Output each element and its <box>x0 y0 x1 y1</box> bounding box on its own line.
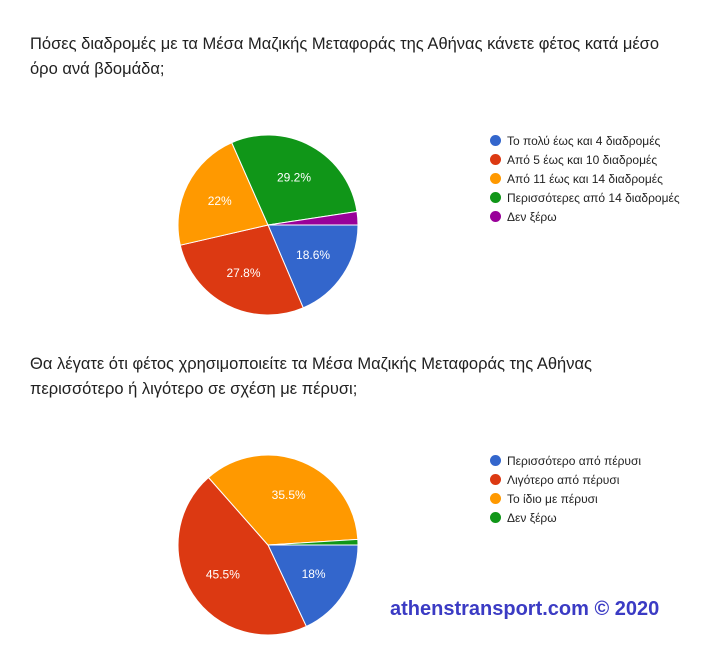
slice-data-label: 22% <box>208 194 232 208</box>
legend-label: Δεν ξέρω <box>507 209 557 224</box>
legend-2: Περισσότερο από πέρυσι Λιγότερο από πέρυσ… <box>490 451 641 527</box>
pie-slice <box>267 210 359 226</box>
legend-swatch <box>490 173 501 184</box>
pie-slice <box>177 141 269 246</box>
legend-swatch <box>490 135 501 146</box>
legend-item: Περισσότερες από 14 διαδρομές <box>490 188 680 207</box>
legend-item: Το πολύ έως και 4 διαδρομές <box>490 131 680 150</box>
legend-item: Από 5 έως και 10 διαδρομές <box>490 150 680 169</box>
slice-data-label: 27.8% <box>226 266 260 280</box>
legend-label: Από 5 έως και 10 διαδρομές <box>507 152 658 167</box>
legend-label: Δεν ξέρω <box>507 510 557 525</box>
legend-swatch <box>490 154 501 165</box>
pie-slice <box>231 134 358 226</box>
legend-label: Από 11 έως και 14 διαδρομές <box>507 171 663 186</box>
slice-data-label: 18.6% <box>296 248 330 262</box>
legend-item: Το ίδιο με πέρυσι <box>490 489 641 508</box>
legend-swatch <box>490 211 501 222</box>
legend-label: Το ίδιο με πέρυσι <box>507 491 598 506</box>
legend-swatch <box>490 192 501 203</box>
legend-label: Περισσότερο από πέρυσι <box>507 453 642 468</box>
legend-swatch <box>490 493 501 504</box>
legend-item: Δεν ξέρω <box>490 508 641 527</box>
legend-item: Λιγότερο από πέρυσι <box>490 470 641 489</box>
pie-slice <box>179 224 304 316</box>
legend-1: Το πολύ έως και 4 διαδρομές Από 5 έως και… <box>490 131 680 226</box>
legend-label: Περισσότερες από 14 διαδρομές <box>507 190 680 205</box>
legend-label: Το πολύ έως και 4 διαδρομές <box>507 133 661 148</box>
legend-swatch <box>490 474 501 485</box>
slice-data-label: 29.2% <box>277 171 311 185</box>
pie-slice <box>267 224 359 309</box>
legend-label: Λιγότερο από πέρυσι <box>507 472 620 487</box>
legend-item: Από 11 έως και 14 διαδρομές <box>490 169 680 188</box>
legend-swatch <box>490 455 501 466</box>
legend-item: Περισσότερο από πέρυσι <box>490 451 641 470</box>
legend-swatch <box>490 512 501 523</box>
question-1-title: Πόσες διαδρομές με τα Μέσα Μαζικής Μεταφ… <box>30 35 660 78</box>
legend-item: Δεν ξέρω <box>490 207 680 226</box>
watermark: athenstransport.com © 2020 <box>390 598 660 620</box>
question-2-title: Θα λέγατε ότι φέτος χρησιμοποιείτε τα Μέ… <box>30 355 592 398</box>
